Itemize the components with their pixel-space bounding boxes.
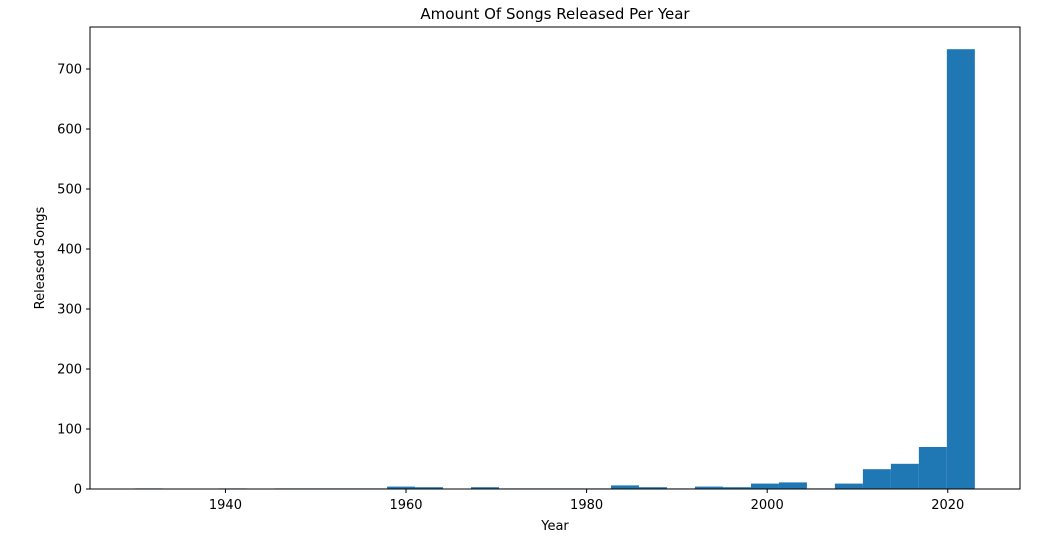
y-tick-label: 600: [57, 123, 82, 138]
x-tick-label: 1980: [570, 498, 603, 513]
y-axis-title: Released Songs: [33, 206, 48, 309]
plot-frame: [89, 26, 1021, 490]
histogram-bar: [918, 447, 947, 489]
histogram-bar: [415, 487, 444, 489]
histogram-bar: [471, 487, 500, 489]
x-tick-label: 2020: [931, 498, 964, 513]
histogram-bar: [638, 487, 667, 489]
histogram-bar: [834, 483, 863, 489]
y-tick-label: 500: [57, 183, 82, 198]
histogram-bar: [722, 487, 751, 489]
chart-title: Amount Of Songs Released Per Year: [420, 5, 690, 23]
x-axis-ticks: 1940 1960 1980 2000 2020: [209, 489, 964, 513]
y-axis-ticks: 0 100 200 300 400 500 600 700: [57, 63, 90, 498]
histogram-bar: [610, 485, 639, 489]
y-tick-label: 700: [57, 63, 82, 78]
histogram-bar: [694, 486, 723, 489]
x-tick-label: 1960: [389, 498, 422, 513]
x-tick-label: 1940: [209, 498, 242, 513]
histogram-bar: [946, 49, 975, 489]
y-tick-label: 0: [74, 483, 82, 498]
histogram-bar: [862, 469, 891, 489]
histogram-bar: [387, 486, 416, 489]
y-tick-label: 300: [57, 303, 82, 318]
bars-group: [135, 49, 975, 489]
y-tick-label: 400: [57, 243, 82, 258]
histogram-bar: [750, 483, 779, 489]
x-tick-label: 2000: [751, 498, 784, 513]
histogram-bar: [778, 482, 807, 489]
y-tick-label: 100: [57, 423, 82, 438]
y-tick-label: 200: [57, 363, 82, 378]
histogram-bar: [890, 463, 919, 489]
x-axis-title: Year: [540, 519, 569, 534]
